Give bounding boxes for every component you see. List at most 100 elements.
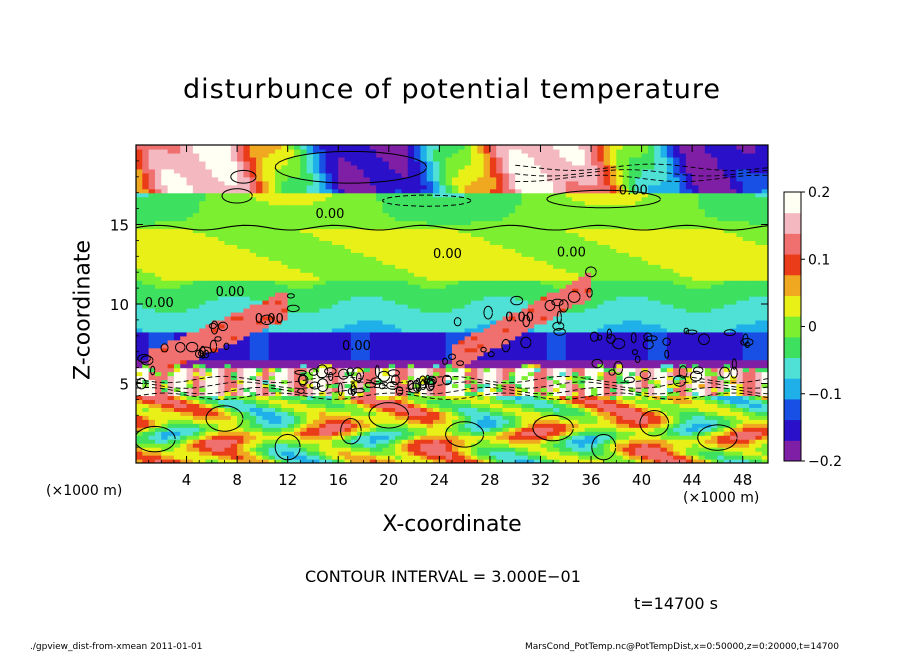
heatmap-cell xyxy=(483,204,491,210)
heatmap-cell xyxy=(508,156,516,162)
heatmap-cell xyxy=(458,304,466,309)
heatmap-cell xyxy=(357,347,365,353)
heatmap-cell xyxy=(325,252,333,257)
heatmap-cell xyxy=(186,363,194,369)
heatmap-cell xyxy=(136,403,143,408)
heatmap-cell xyxy=(161,204,169,210)
heatmap-cell xyxy=(161,307,169,313)
heatmap-cell xyxy=(306,240,314,245)
heatmap-cell xyxy=(173,160,181,166)
heatmap-cell xyxy=(287,311,295,317)
heatmap-cell xyxy=(470,184,478,190)
heatmap-cell xyxy=(237,367,245,373)
heatmap-cell xyxy=(199,184,207,190)
heatmap-cell xyxy=(262,280,270,285)
heatmap-cell xyxy=(483,145,491,150)
heatmap-cell xyxy=(369,152,377,158)
heatmap-cell xyxy=(344,415,352,420)
heatmap-cell xyxy=(243,343,251,349)
heatmap-cell xyxy=(249,192,257,198)
heatmap-cell xyxy=(281,339,289,345)
heatmap-cell xyxy=(224,180,232,186)
heatmap-cell xyxy=(470,319,478,325)
heatmap-cell xyxy=(357,371,365,377)
heatmap-cell xyxy=(136,244,143,249)
heatmap-cell xyxy=(237,204,245,210)
heatmap-cell xyxy=(357,407,365,412)
heatmap-cell xyxy=(515,152,523,158)
heatmap-cell xyxy=(142,355,150,361)
heatmap-cell xyxy=(325,276,333,281)
heatmap-cell xyxy=(154,399,162,404)
heatmap-cell xyxy=(325,355,333,361)
heatmap-cell xyxy=(363,276,371,281)
heatmap-cell xyxy=(508,315,516,321)
heatmap-cell xyxy=(521,184,529,190)
heatmap-cell xyxy=(148,455,156,460)
heatmap-cell xyxy=(464,152,472,158)
heatmap-cell xyxy=(211,156,219,162)
heatmap-cell xyxy=(180,168,188,174)
heatmap-cell xyxy=(281,343,289,349)
heatmap-cell xyxy=(281,395,289,400)
heatmap-cell xyxy=(395,447,403,452)
heatmap-cell xyxy=(452,300,459,305)
heatmap-cell xyxy=(154,208,162,214)
heatmap-cell xyxy=(300,355,308,361)
heatmap-cell xyxy=(338,347,346,353)
heatmap-cell xyxy=(300,379,308,385)
heatmap-cell xyxy=(205,260,213,265)
heatmap-cell xyxy=(275,228,282,234)
heatmap-cell xyxy=(439,248,447,253)
heatmap-cell xyxy=(325,359,333,365)
heatmap-cell xyxy=(388,439,396,444)
heatmap-cell xyxy=(496,387,504,393)
heatmap-cell xyxy=(508,148,516,154)
heatmap-cell xyxy=(306,339,314,345)
heatmap-cell xyxy=(148,343,156,349)
heatmap-cell xyxy=(186,411,194,416)
heatmap-cell xyxy=(376,451,384,456)
heatmap-cell xyxy=(477,200,485,206)
heatmap-cell xyxy=(136,451,143,456)
heatmap-cell xyxy=(205,156,213,162)
heatmap-cell xyxy=(136,248,143,253)
heatmap-cell xyxy=(464,351,472,357)
heatmap-cell xyxy=(224,280,232,285)
heatmap-cell xyxy=(496,284,504,289)
heatmap-cell xyxy=(161,220,169,226)
heatmap-cell xyxy=(458,264,466,269)
heatmap-cell xyxy=(395,196,403,202)
heatmap-cell xyxy=(344,145,352,150)
heatmap-cell xyxy=(388,152,396,158)
heatmap-cell xyxy=(350,311,358,317)
heatmap-cell xyxy=(300,244,308,249)
heatmap-cell xyxy=(496,367,504,373)
heatmap-cell xyxy=(376,335,384,341)
heatmap-cell xyxy=(338,339,346,345)
heatmap-cell xyxy=(382,160,390,166)
heatmap-cell xyxy=(287,292,295,297)
heatmap-cell xyxy=(294,447,301,452)
heatmap-cell xyxy=(464,395,472,400)
heatmap-cell xyxy=(350,184,358,190)
heatmap-cell xyxy=(452,347,459,353)
heatmap-cell xyxy=(192,264,200,269)
heatmap-cell xyxy=(331,415,339,420)
heatmap-cell xyxy=(148,399,156,404)
heatmap-cell xyxy=(357,284,365,289)
heatmap-cell xyxy=(275,148,282,154)
heatmap-cell xyxy=(243,224,251,230)
heatmap-cell xyxy=(249,236,257,241)
heatmap-cell xyxy=(420,327,428,333)
heatmap-cell xyxy=(294,232,301,238)
heatmap-cell xyxy=(211,311,219,317)
heatmap-cell xyxy=(237,228,245,234)
heatmap-cell xyxy=(357,276,365,281)
heatmap-cell xyxy=(306,280,314,285)
heatmap-cell xyxy=(173,359,181,365)
heatmap-cell xyxy=(237,292,245,297)
heatmap-cell xyxy=(306,447,314,452)
heatmap-cell xyxy=(496,315,504,321)
heatmap-cell xyxy=(452,459,459,463)
